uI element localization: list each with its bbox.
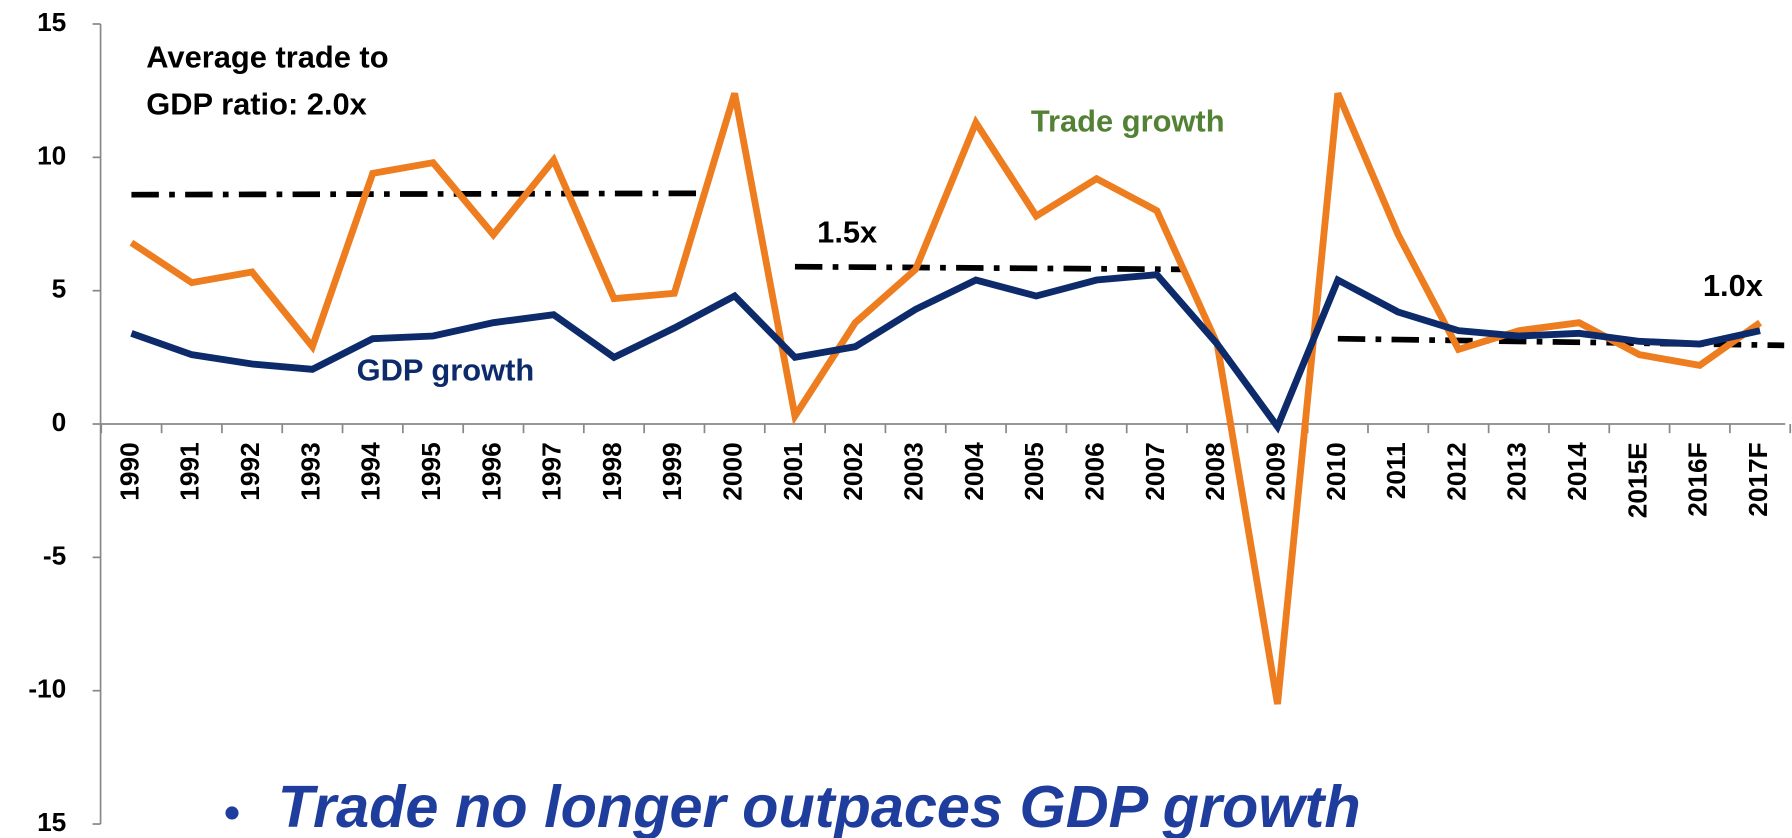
x-tick-label: 1992 [235, 442, 265, 500]
x-tick-label: 2002 [838, 442, 868, 500]
x-tick-label: 2015E [1622, 442, 1652, 518]
x-tick-label: 1997 [537, 442, 567, 500]
x-tick-label: 2016F [1683, 442, 1713, 516]
average-line [794, 263, 1182, 273]
x-tick-label: 1990 [114, 442, 144, 500]
y-tick-label: 15 [37, 7, 66, 37]
average-label: GDP ratio: 2.0x [146, 86, 367, 121]
x-tick-label: 1994 [356, 442, 386, 501]
series-label: Trade growth [1031, 104, 1225, 139]
x-tick-label: 2009 [1260, 442, 1290, 500]
x-tick-label: 1995 [416, 442, 446, 500]
bullet: • [224, 787, 240, 838]
x-tick-label: 1993 [295, 442, 325, 500]
x-tick-label: 2013 [1502, 442, 1532, 500]
y-tick-label: 5 [52, 274, 67, 304]
x-tick-label: 2005 [1019, 442, 1049, 500]
x-tick-label: 2003 [899, 442, 929, 500]
x-tick-label: 2001 [778, 442, 808, 500]
x-tick-label: 2014 [1562, 442, 1592, 501]
x-tick-label: 2012 [1441, 442, 1471, 500]
y-tick-label: 15 [37, 807, 66, 837]
average-line [1337, 335, 1785, 349]
caption: Trade no longer outpaces GDP growth [278, 773, 1361, 838]
x-tick-label: 2017F [1743, 442, 1773, 516]
series-line [130, 271, 1761, 434]
x-tick-label: 2000 [718, 442, 748, 500]
plot-area: 15 -10 -5 0 5 10 15 1990 1991 1992 1993 1994 1995 199… [28, 7, 1792, 838]
y-tick-label: -5 [43, 540, 66, 570]
x-tick-label: 1996 [476, 442, 506, 500]
series-line [129, 91, 1763, 705]
average-label: 1.5x [817, 214, 877, 249]
x-tick-label: 1999 [657, 442, 687, 500]
x-tick-label: 1991 [175, 442, 205, 500]
x-tick-label: 1998 [597, 442, 627, 500]
x-tick-label: 2010 [1321, 442, 1351, 500]
average-label: 1.0x [1703, 268, 1763, 303]
x-tick-label: 2011 [1381, 442, 1411, 499]
x-tick-label: 2008 [1200, 442, 1230, 500]
average-line [131, 190, 699, 198]
y-tick-label: 0 [52, 407, 67, 437]
average-label: Average trade to [146, 40, 388, 75]
series-label: GDP growth [357, 353, 535, 388]
x-tick-label: 2007 [1140, 442, 1170, 500]
y-tick-label: 10 [37, 140, 66, 170]
x-tick-label: 2004 [959, 442, 989, 501]
x-tick-label: 2006 [1079, 442, 1109, 500]
y-tick-label: -10 [28, 674, 66, 704]
